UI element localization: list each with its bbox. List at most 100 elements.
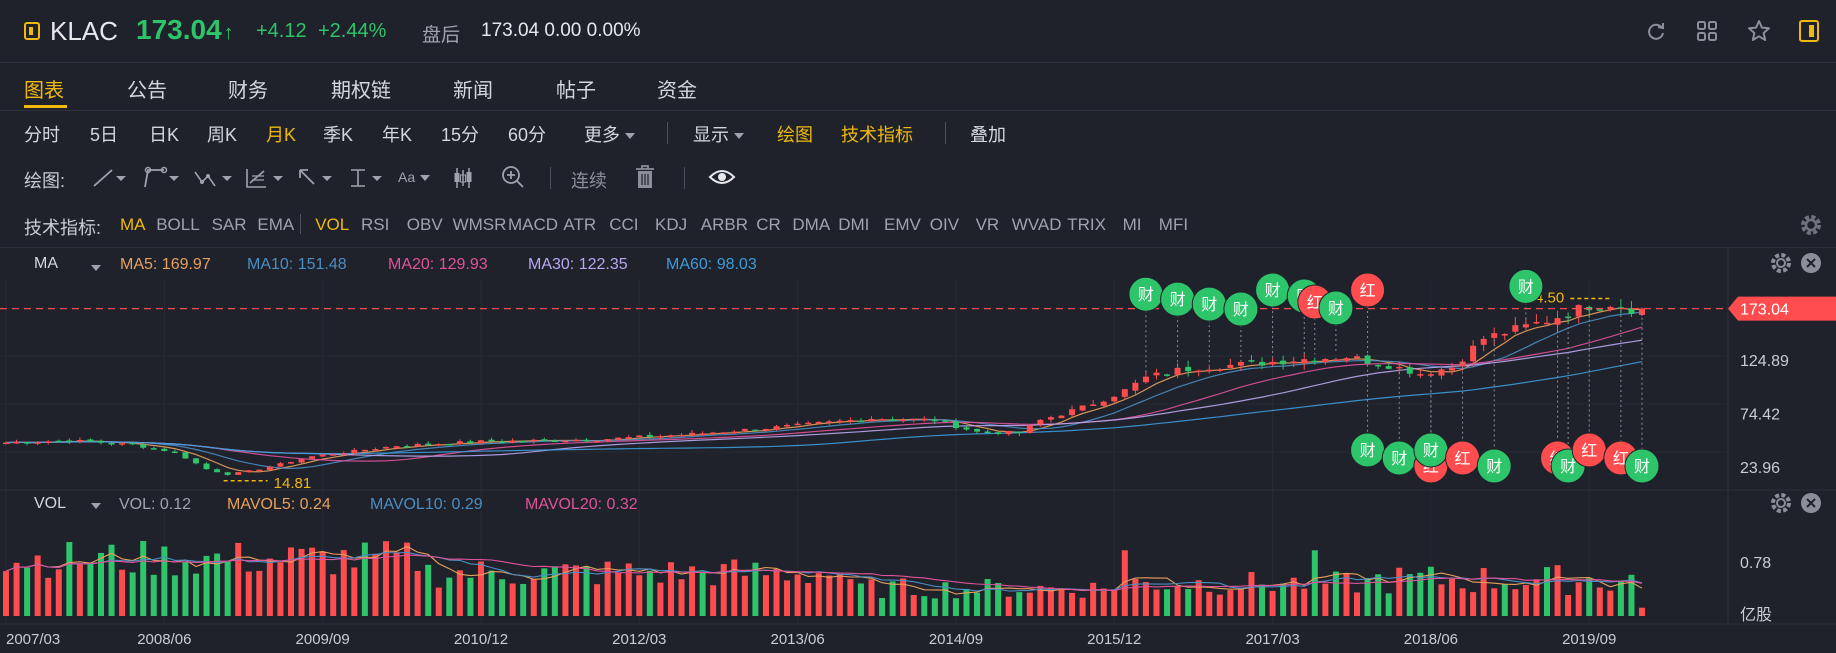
panel-toggle-icon[interactable] [1799, 20, 1819, 42]
settings-icon[interactable] [1771, 253, 1791, 273]
indicator-trix[interactable]: TRIX [1067, 215, 1106, 234]
indicator-atr[interactable]: ATR [563, 215, 597, 234]
candle-tool-icon[interactable] [451, 166, 475, 190]
candle-body [256, 469, 263, 472]
tab-1[interactable]: 公告 [127, 80, 167, 102]
period-0[interactable]: 分时 [24, 121, 60, 147]
period-3[interactable]: 周K [207, 121, 237, 147]
refresh-icon[interactable] [1645, 20, 1667, 42]
candle-body [1522, 324, 1529, 328]
indicator-arbr[interactable]: ARBR [700, 215, 749, 234]
indicator-vol[interactable]: VOL [315, 215, 350, 234]
volume-bar [87, 562, 94, 616]
volume-bar [710, 585, 717, 616]
period-1[interactable]: 5日 [90, 121, 118, 147]
eye-icon[interactable] [708, 168, 736, 186]
indicator-cr[interactable]: CR [756, 215, 781, 234]
draw-toggle[interactable]: 绘图 [777, 125, 813, 145]
volume-bar [351, 567, 358, 616]
indicator-macd[interactable]: MACD [508, 215, 559, 234]
indicator-ema[interactable]: EMA [257, 215, 295, 234]
indicator-mi[interactable]: MI [1122, 215, 1142, 234]
volume-bar [826, 575, 833, 616]
indicator-obv[interactable]: OBV [406, 215, 443, 234]
tab-6[interactable]: 资金 [657, 80, 697, 102]
trash-icon[interactable] [634, 164, 656, 190]
indicator-emv[interactable]: EMV [884, 215, 921, 234]
tab-5[interactable]: 帖子 [556, 80, 596, 102]
zoom-in-icon[interactable] [501, 165, 525, 189]
candle-body [868, 418, 875, 422]
candle-body [942, 420, 949, 422]
indicator-kdj[interactable]: KDJ [655, 215, 688, 234]
ma-indicator-name: MA [34, 255, 58, 272]
price-range-tool-icon[interactable] [347, 166, 387, 190]
indicator-mfi[interactable]: MFI [1158, 215, 1189, 234]
volume-bar [689, 566, 696, 616]
overlay-button[interactable]: 叠加 [970, 125, 1006, 145]
period-label-0: 分时 [24, 125, 60, 145]
tab-0[interactable]: 图表 [24, 80, 64, 102]
indicator-wvad[interactable]: WVAD [1011, 215, 1062, 234]
event-earnings-marker[interactable] [1223, 291, 1259, 327]
candle-body [1607, 306, 1614, 309]
period-5[interactable]: 季K [323, 121, 353, 147]
indicator-ma[interactable]: MA [120, 215, 146, 234]
settings-icon[interactable] [1798, 212, 1824, 238]
indicator-wmsr[interactable]: WMSR [452, 215, 507, 234]
period-7[interactable]: 15分 [441, 121, 479, 147]
indicator-boll[interactable]: BOLL [156, 215, 200, 234]
candle-body [76, 439, 83, 442]
ma-dropdown-icon[interactable] [91, 265, 101, 271]
indicator-oiv[interactable]: OIV [929, 215, 960, 234]
indicator-sar[interactable]: SAR [211, 215, 247, 234]
arrow-tool-icon[interactable] [296, 166, 336, 190]
continuous-toggle[interactable]: 连续 [571, 171, 607, 191]
volume-bar [97, 552, 104, 616]
event-earnings-label: 财 [1265, 281, 1281, 300]
volume-bar [1301, 588, 1308, 616]
polyline-tool-icon[interactable] [142, 166, 182, 190]
event-earnings-marker[interactable] [1318, 290, 1354, 326]
candle-body [24, 442, 31, 444]
volume-bar [1311, 550, 1318, 616]
settings-icon[interactable] [1771, 493, 1791, 513]
drawing-toolbar: 绘图: Aa 连续 [0, 155, 1836, 200]
period-6[interactable]: 年K [382, 121, 412, 147]
volume-bar [1269, 590, 1276, 616]
indicator-dmi[interactable]: DMI [838, 215, 870, 234]
period-9[interactable]: 更多 [584, 121, 635, 147]
display-menu[interactable]: 显示 [693, 121, 744, 147]
period-8[interactable]: 60分 [508, 121, 546, 147]
volume-bar [1354, 592, 1361, 616]
tab-2[interactable]: 财务 [228, 80, 268, 102]
volume-bar [1185, 589, 1192, 616]
indicators-toggle[interactable]: 技术指标 [841, 125, 913, 145]
star-icon[interactable] [1747, 19, 1771, 43]
indicator-toolbar: 技术指标: MA BOLL SAR EMA VOL RSI OBV WMSR MACD ATR CC… [0, 200, 1836, 248]
vol-dropdown-icon[interactable] [91, 503, 101, 509]
event-dividend-marker[interactable] [1350, 272, 1386, 308]
indicator-dma[interactable]: DMA [792, 215, 831, 234]
period-2[interactable]: 日K [149, 121, 179, 147]
after-hours-label: 盘后 [422, 25, 461, 46]
fibonacci-tool-icon[interactable] [244, 166, 286, 190]
candle-body [425, 443, 432, 446]
indicator-vr[interactable]: VR [975, 215, 1000, 234]
tab-4[interactable]: 新闻 [453, 80, 493, 102]
event-earnings-marker[interactable] [1508, 268, 1544, 304]
price-chart[interactable]: 184.5014.81173.04124.8974.4223.96财财财财财财红… [0, 248, 1836, 653]
sidebar-toggle-icon[interactable] [24, 22, 40, 40]
wave-tool-icon[interactable] [193, 166, 235, 190]
vol-legend-item: MAVOL10: 0.29 [370, 496, 483, 513]
text-tool-icon[interactable]: Aa [398, 169, 431, 185]
line-tool-icon[interactable] [92, 167, 128, 189]
period-4[interactable]: 月K [266, 121, 296, 147]
indicator-rsi[interactable]: RSI [361, 215, 390, 234]
volume-bar [1470, 592, 1477, 616]
event-earnings-marker[interactable] [1624, 448, 1660, 484]
indicator-cci[interactable]: CCI [609, 215, 639, 234]
tab-3[interactable]: 期权链 [331, 80, 391, 102]
grid-layout-icon[interactable] [1696, 20, 1718, 42]
event-earnings-marker[interactable] [1476, 448, 1512, 484]
